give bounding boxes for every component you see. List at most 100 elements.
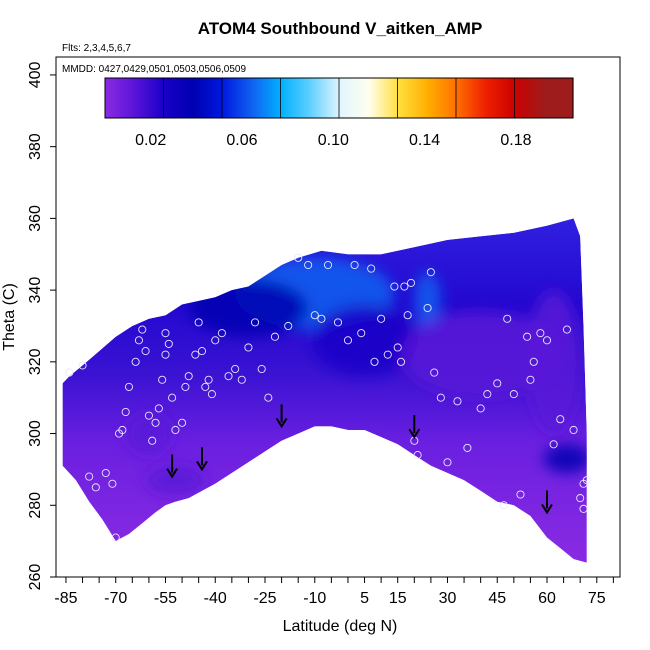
data-point	[264, 393, 273, 402]
colorbar-segment	[397, 78, 428, 118]
flights-note: Flts: 2,3,4,5,6,7	[62, 43, 131, 54]
x-tick-label: -70	[104, 590, 127, 607]
data-point	[413, 451, 422, 460]
data-point	[101, 468, 110, 478]
data-point	[194, 318, 203, 327]
y-axis-label: Theta (C)	[1, 283, 18, 351]
plot-frame	[55, 56, 621, 578]
x-tick-label: 45	[488, 590, 506, 607]
colorbar-segment	[192, 78, 223, 118]
data-point	[343, 336, 353, 345]
data-point	[579, 504, 588, 513]
data-point	[161, 350, 170, 359]
data-point	[453, 397, 462, 406]
data-point	[549, 440, 558, 449]
flight-arrows	[166, 404, 553, 515]
data-point	[350, 260, 359, 270]
data-point	[217, 329, 226, 338]
data-point	[476, 404, 485, 413]
x-tick-label: 60	[538, 590, 556, 607]
y-tick-label: 320	[27, 348, 44, 375]
data-point	[91, 483, 100, 492]
colorbar-tick-label: 0.02	[135, 132, 166, 149]
y-tick-label: 340	[27, 277, 44, 304]
x-axis-label: Latitude (deg N)	[283, 618, 398, 635]
data-point	[576, 494, 585, 503]
data-point	[204, 375, 213, 384]
data-point	[207, 390, 216, 399]
data-point	[211, 336, 220, 345]
data-point	[526, 375, 535, 384]
dates-note: MMDD: 0427,0429,0501,0503,0506,0509	[62, 64, 246, 75]
data-point	[131, 357, 140, 366]
data-point	[121, 407, 130, 417]
data-point	[151, 418, 160, 427]
data-point	[556, 415, 565, 424]
x-tick-label: -40	[204, 590, 227, 607]
colorbar-segment	[368, 78, 399, 118]
data-point	[65, 368, 74, 377]
data-point	[370, 357, 379, 366]
data-point	[270, 332, 280, 341]
x-tick-label: -85	[54, 590, 77, 607]
data-point	[257, 364, 266, 374]
colorbar-segment	[280, 78, 311, 118]
colorbar-tick-label: 0.06	[226, 132, 257, 149]
x-tick-label: -25	[253, 590, 276, 607]
data-point	[201, 382, 210, 391]
data-point	[582, 476, 591, 485]
colorbar-segment	[485, 78, 516, 118]
colorbar-segment	[456, 78, 486, 118]
data-point	[108, 479, 117, 488]
field-blobs	[125, 257, 587, 495]
data-point	[529, 357, 538, 366]
data-point	[164, 339, 173, 348]
colorbar-frame	[104, 77, 574, 119]
data-point	[542, 336, 552, 345]
data-point	[523, 332, 532, 341]
data-point	[148, 436, 157, 445]
field-blob	[543, 444, 587, 474]
y-tick-label: 380	[27, 133, 44, 160]
data-point	[191, 350, 200, 359]
data-point	[304, 260, 313, 270]
data-point	[406, 278, 416, 287]
data-point	[390, 282, 399, 291]
field-blob	[311, 304, 418, 377]
data-point	[114, 429, 124, 438]
data-point	[323, 260, 333, 270]
colorbar-segment	[426, 78, 457, 118]
data-point	[171, 425, 180, 435]
field-blob	[401, 311, 561, 398]
colorbar-segment	[105, 78, 135, 118]
colorbar-segment	[514, 78, 545, 118]
data-point	[483, 390, 492, 399]
heatmap-field	[62, 218, 587, 563]
data-point	[251, 318, 260, 327]
data-point	[161, 329, 170, 338]
data-point	[178, 418, 187, 427]
colorbar-segment	[339, 78, 369, 118]
data-point	[426, 268, 435, 277]
field-blob	[414, 272, 441, 330]
data-point	[134, 336, 143, 345]
data-point	[310, 311, 319, 320]
y-tick-label: 260	[27, 564, 44, 591]
x-axis: -85 -70 -55 -40 -25 -10 5 15 30 45 60 75	[54, 577, 614, 607]
y-tick-label: 400	[27, 61, 44, 88]
x-tick-label: -10	[303, 590, 326, 607]
data-point	[423, 303, 432, 313]
y-tick-label: 280	[27, 492, 44, 519]
x-tick-label: 75	[588, 590, 606, 607]
data-point	[317, 314, 326, 323]
colorbar-segment	[222, 78, 252, 118]
colorbar: 0.02 0.06 0.10 0.14 0.18	[104, 77, 574, 149]
data-point	[197, 347, 207, 356]
colorbar-tick-label: 0.10	[318, 132, 349, 149]
data-point	[396, 357, 406, 366]
data-point	[367, 264, 376, 273]
field-blob	[188, 279, 309, 337]
data-point	[138, 325, 147, 334]
colorbar-segment	[163, 78, 194, 118]
